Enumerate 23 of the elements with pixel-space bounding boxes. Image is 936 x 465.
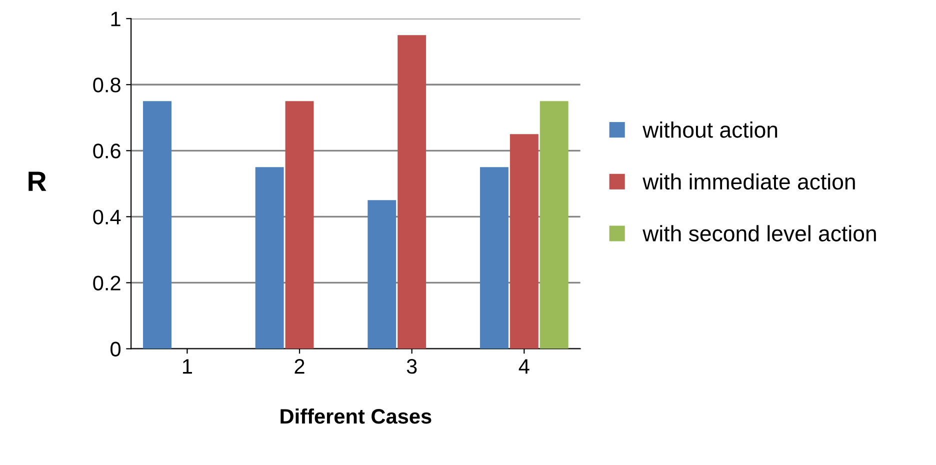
x-tick-label: 2 <box>294 359 304 374</box>
y-tick-label: 0.4 <box>93 210 121 224</box>
x-tick-label: 3 <box>406 359 417 374</box>
bar <box>285 101 314 349</box>
bar <box>368 200 396 349</box>
y-tick-label: 0 <box>110 342 121 357</box>
bar <box>255 167 284 349</box>
bar <box>398 35 426 349</box>
legend-label: without action <box>642 121 778 138</box>
y-tick-label: 0.6 <box>93 144 120 158</box>
legend-label: with immediate action <box>642 173 855 190</box>
x-tick-label: 4 <box>518 359 530 374</box>
y-tick-label: 1 <box>111 12 120 26</box>
x-axis-title: Different Cases <box>280 408 432 424</box>
x-tick-label: 1 <box>182 359 192 374</box>
y-tick-label: 0.2 <box>93 276 120 290</box>
bar <box>480 167 508 349</box>
y-axis-title: R <box>28 172 46 191</box>
bar <box>510 134 538 349</box>
bar <box>143 101 172 349</box>
legend-label: with second level action <box>642 225 876 242</box>
bar <box>540 101 568 349</box>
y-tick-label: 0.8 <box>93 78 120 92</box>
